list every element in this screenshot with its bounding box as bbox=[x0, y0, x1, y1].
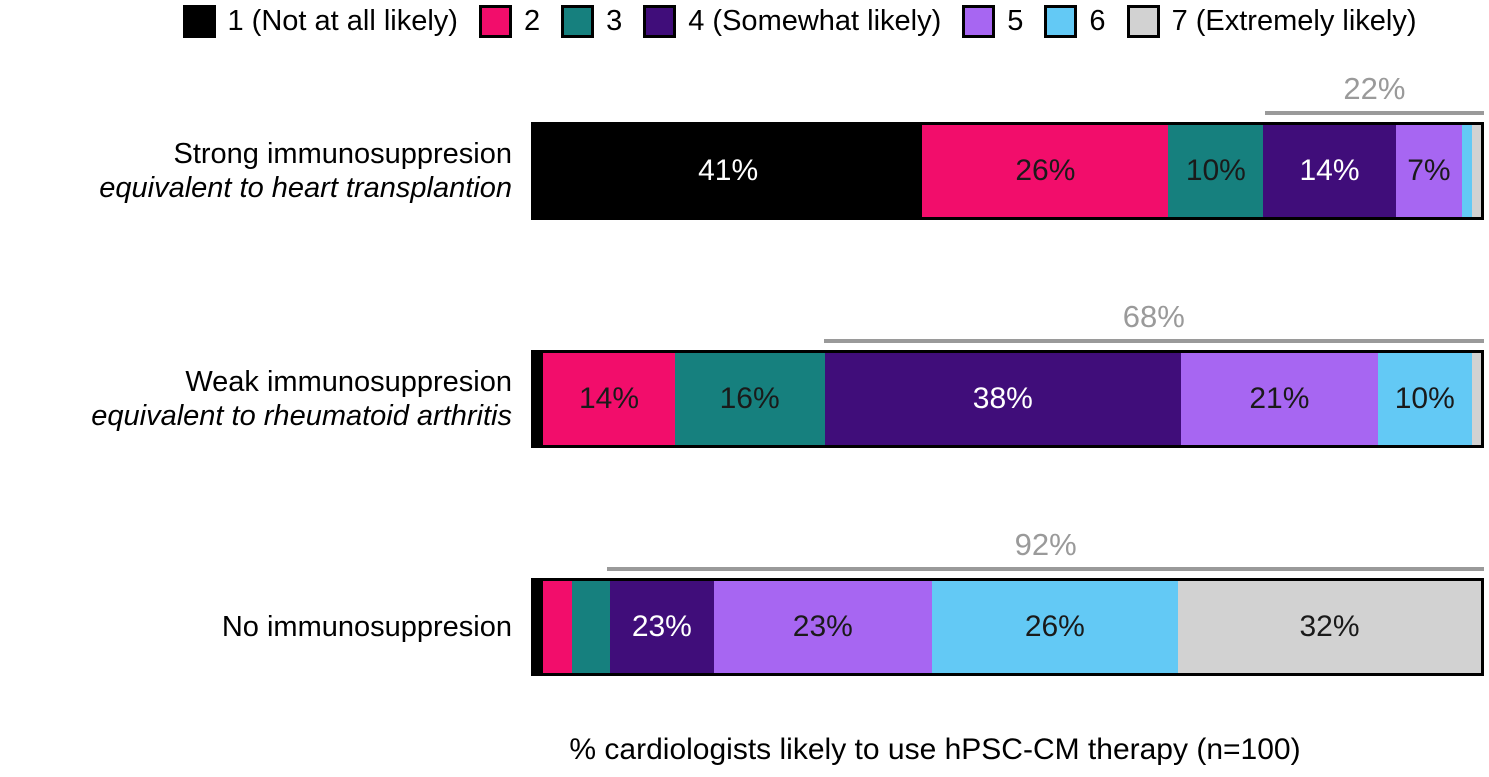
bar-segment bbox=[571, 581, 610, 673]
legend-label: 3 bbox=[606, 5, 623, 37]
legend-swatch-icon bbox=[561, 5, 595, 38]
x-axis-title: % cardiologists likely to use hPSC-CM th… bbox=[569, 733, 1301, 766]
likely-bracket: 68% bbox=[823, 299, 1484, 343]
legend-item: 6 bbox=[1044, 5, 1106, 38]
bracket-line bbox=[1264, 111, 1484, 115]
bar-segment: 23% bbox=[609, 581, 714, 673]
bracket-percent-label: 92% bbox=[1014, 527, 1077, 562]
legend-swatch-icon bbox=[1126, 5, 1160, 38]
bar-segment: 23% bbox=[713, 581, 932, 673]
bar-segment: 38% bbox=[824, 353, 1181, 445]
bar-segment bbox=[534, 581, 544, 673]
bar-segment: 21% bbox=[1180, 353, 1378, 445]
bar-segment bbox=[1462, 125, 1472, 217]
bar-segment: 10% bbox=[1168, 125, 1264, 217]
legend-swatch-icon bbox=[1044, 5, 1078, 38]
bar-segment: 14% bbox=[543, 353, 675, 445]
chart-row: Weak immunosuppresion equivalent to rheum… bbox=[0, 300, 1489, 448]
row-label-text: Weak immunosuppresion bbox=[185, 366, 512, 398]
legend-item: 5 bbox=[962, 5, 1023, 38]
legend-item: 4 (Somewhat likely) bbox=[643, 5, 941, 38]
row-label: Weak immunosuppresion equivalent to rheum… bbox=[0, 350, 512, 448]
legend-item: 7 (Extremely likely) bbox=[1126, 5, 1417, 38]
bar-segment: 41% bbox=[534, 125, 923, 217]
bar-segment bbox=[534, 353, 544, 445]
bracket-line bbox=[823, 339, 1484, 343]
row-sublabel-text: equivalent to heart transplantion bbox=[99, 172, 512, 204]
likely-bracket: 92% bbox=[607, 528, 1484, 571]
bar-segment: 14% bbox=[1263, 125, 1396, 217]
bar-segment: 32% bbox=[1177, 581, 1481, 673]
stacked-bar: 14% 16% 38% 21% 10% bbox=[531, 350, 1484, 448]
bar-area: 68% 14% 16% 38% 21% 10% bbox=[531, 300, 1484, 448]
legend-swatch-icon bbox=[478, 5, 512, 38]
bar-segment: 26% bbox=[931, 581, 1178, 673]
row-sublabel-text: equivalent to rheumatoid arthritis bbox=[91, 400, 512, 432]
chart-row: Strong immunosuppresion equivalent to hea… bbox=[0, 72, 1489, 220]
legend-label: 7 (Extremely likely) bbox=[1171, 5, 1417, 37]
legend-label: 6 bbox=[1089, 5, 1106, 37]
bracket-percent-label: 22% bbox=[1343, 71, 1406, 106]
legend-label: 4 (Somewhat likely) bbox=[688, 5, 942, 37]
legend-item: 2 bbox=[478, 5, 541, 38]
bracket-line bbox=[607, 567, 1484, 571]
legend-item: 1 (Not at all likely) bbox=[182, 5, 458, 38]
bar-segment: 26% bbox=[922, 125, 1169, 217]
bar-segment: 10% bbox=[1377, 353, 1472, 445]
bar-segment: 7% bbox=[1395, 125, 1463, 217]
bar-segment bbox=[1471, 125, 1481, 217]
legend-item: 3 bbox=[561, 5, 622, 38]
legend-swatch-icon bbox=[643, 5, 677, 38]
legend: 1 (Not at all likely) 2 3 4 (Somewhat likel… bbox=[0, 5, 1489, 38]
row-label-text: Strong immunosuppresion bbox=[173, 138, 512, 170]
bar-segment bbox=[543, 581, 572, 673]
likely-bracket: 22% bbox=[1264, 71, 1484, 115]
row-label-text: No immunosuppresion bbox=[221, 611, 512, 643]
bar-area: 92% 23% 23% 26% 32% bbox=[531, 528, 1484, 676]
bar-segment: 16% bbox=[674, 353, 825, 445]
stacked-bar: 41% 26% 10% 14% 7% bbox=[531, 122, 1484, 220]
row-label: No immunosuppresion bbox=[0, 578, 512, 676]
legend-swatch-icon bbox=[182, 5, 216, 38]
bar-area: 22% 41% 26% 10% 14% 7% bbox=[531, 72, 1484, 220]
legend-label: 5 bbox=[1007, 5, 1024, 37]
bar-segment bbox=[1471, 353, 1481, 445]
legend-label: 1 (Not at all likely) bbox=[227, 5, 458, 37]
legend-swatch-icon bbox=[962, 5, 996, 38]
stacked-bar: 23% 23% 26% 32% bbox=[531, 578, 1484, 676]
legend-label: 2 bbox=[523, 5, 541, 37]
row-label: Strong immunosuppresion equivalent to hea… bbox=[0, 122, 512, 220]
bracket-percent-label: 68% bbox=[1122, 299, 1185, 334]
chart-row: No immunosuppresion 92% 23% 23% 26% 32% bbox=[0, 528, 1489, 676]
